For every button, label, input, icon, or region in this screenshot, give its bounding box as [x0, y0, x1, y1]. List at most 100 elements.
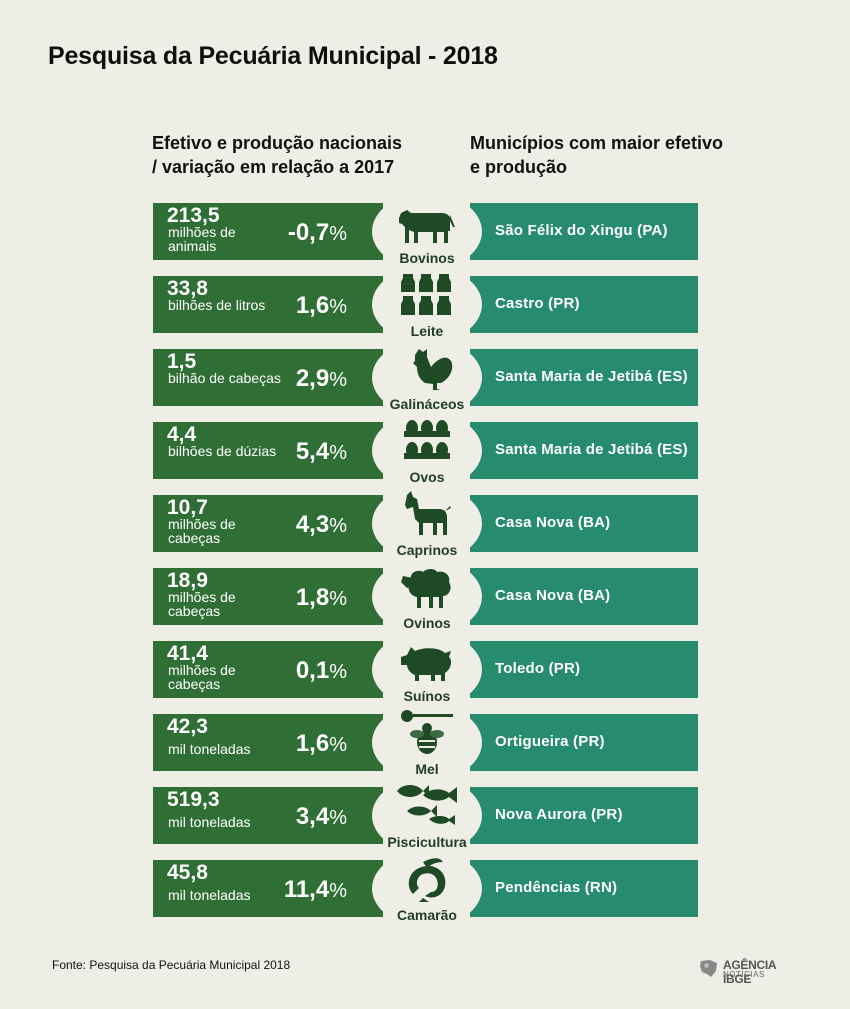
page-title: Pesquisa da Pecuária Municipal - 2018 [48, 42, 498, 70]
national-value: 41,4 [167, 642, 208, 665]
national-value: 33,8 [167, 277, 208, 300]
municipality-name: Santa Maria de Jetibá (ES) [495, 441, 688, 458]
value-unit: mil toneladas [168, 741, 251, 757]
percent-sign: % [329, 588, 347, 610]
icon-circle [372, 485, 482, 562]
category-label: Mel [415, 761, 439, 777]
percent-sign: % [329, 661, 347, 683]
municipality-box: Santa Maria de Jetibá (ES) [470, 349, 698, 406]
table-row: 213,5 milhões de animais -0,7% São Félix… [0, 193, 850, 275]
table-row: 519,3 mil toneladas 3,4% Nova Aurora (PR… [0, 777, 850, 859]
variation-percent: 2,9% [296, 365, 347, 393]
variation-value: 1,6 [295, 730, 330, 757]
national-value: 213,5 [167, 204, 220, 227]
bee-icon [393, 708, 461, 756]
municipality-box: Casa Nova (BA) [470, 495, 698, 552]
table-row: 41,4 milhões de cabeças 0,1% Toledo (PR)… [0, 631, 850, 713]
value-unit: milhões de cabeças [168, 662, 236, 692]
municipality-name: Nova Aurora (PR) [495, 806, 623, 823]
municipality-box: Casa Nova (BA) [470, 568, 698, 625]
national-value: 42,3 [167, 715, 208, 738]
national-value: 45,8 [167, 861, 208, 884]
national-stats-box: 4,4 bilhões de dúzias 5,4% [153, 422, 383, 479]
municipality-name: Casa Nova (BA) [495, 514, 611, 531]
agencia-ibge-logo: AGÊNCIA IBGE NOTÍCIAS [698, 956, 798, 986]
municipality-box: Toledo (PR) [470, 641, 698, 698]
variation-percent: 4,3% [296, 511, 347, 539]
variation-value: 1,6 [295, 292, 330, 319]
municipality-box: Castro (PR) [470, 276, 698, 333]
percent-sign: % [329, 369, 347, 391]
municipality-name: Santa Maria de Jetibá (ES) [495, 368, 688, 385]
percent-sign: % [329, 515, 347, 537]
value-unit: milhões de cabeças [168, 589, 236, 619]
category-label: Piscicultura [387, 834, 467, 850]
national-value: 10,7 [167, 496, 208, 519]
percent-sign: % [329, 223, 347, 245]
goat-icon [393, 489, 461, 537]
category-label: Ovos [409, 469, 445, 485]
municipality-name: Ortigueira (PR) [495, 733, 605, 750]
variation-percent: -0,7% [288, 219, 347, 247]
value-unit: bilhões de litros [168, 297, 266, 313]
percent-sign: % [329, 442, 347, 464]
rooster-icon [393, 343, 461, 391]
variation-percent: 1,8% [296, 584, 347, 612]
column-header-national: Efetivo e produção nacionais / variação … [152, 133, 403, 177]
category-label: Ovinos [403, 615, 451, 631]
column-header-municipalities: Municípios com maior efetivo e produção [470, 133, 724, 177]
variation-percent: 1,6% [296, 292, 347, 320]
municipality-box: São Félix do Xingu (PA) [470, 203, 698, 260]
fish-icon [393, 781, 461, 829]
variation-value: 3,4 [295, 803, 330, 830]
national-stats-box: 45,8 mil toneladas 11,4% [153, 860, 383, 917]
national-stats-box: 42,3 mil toneladas 1,6% [153, 714, 383, 771]
variation-value: 2,9 [295, 365, 330, 392]
national-stats-box: 18,9 milhões de cabeças 1,8% [153, 568, 383, 625]
percent-sign: % [329, 880, 347, 902]
sheep-icon [393, 562, 461, 610]
table-row: 4,4 bilhões de dúzias 5,4% Santa Maria d… [0, 412, 850, 494]
municipality-name: São Félix do Xingu (PA) [495, 222, 668, 239]
milk-icon [393, 270, 461, 318]
percent-sign: % [329, 734, 347, 756]
variation-percent: 5,4% [296, 438, 347, 466]
national-value: 18,9 [167, 569, 208, 592]
category-label: Camarão [397, 907, 457, 923]
variation-percent: 0,1% [296, 657, 347, 685]
variation-value: 0,1 [295, 657, 330, 684]
municipality-box: Pendências (RN) [470, 860, 698, 917]
variation-percent: 1,6% [296, 730, 347, 758]
category-label: Caprinos [396, 542, 458, 558]
national-value: 1,5 [167, 350, 197, 373]
value-unit: bilhão de cabeças [168, 370, 281, 386]
category-label: Leite [410, 323, 444, 339]
national-stats-box: 33,8 bilhões de litros 1,6% [153, 276, 383, 333]
category-label: Galináceos [389, 396, 465, 412]
table-row: 18,9 milhões de cabeças 1,8% Casa Nova (… [0, 558, 850, 640]
shrimp-icon [393, 854, 461, 902]
variation-value: 1,8 [295, 584, 330, 611]
national-stats-box: 41,4 milhões de cabeças 0,1% [153, 641, 383, 698]
percent-sign: % [329, 296, 347, 318]
municipality-name: Pendências (RN) [495, 879, 618, 896]
table-row: 42,3 mil toneladas 1,6% Ortigueira (PR) … [0, 704, 850, 786]
table-row: 1,5 bilhão de cabeças 2,9% Santa Maria d… [0, 339, 850, 421]
national-stats-box: 1,5 bilhão de cabeças 2,9% [153, 349, 383, 406]
municipality-name: Toledo (PR) [495, 660, 581, 677]
logo-sub-text: NOTÍCIAS [723, 970, 765, 979]
value-unit: milhões de animais [168, 224, 236, 254]
variation-value: 5,4 [295, 438, 330, 465]
value-unit: mil toneladas [168, 814, 251, 830]
variation-value: 11,4 [283, 876, 330, 903]
cow-icon [393, 197, 461, 245]
municipality-name: Castro (PR) [495, 295, 580, 312]
category-label: Suínos [403, 688, 451, 704]
logo-brand-text: AGÊNCIA IBGE [723, 958, 776, 986]
municipality-box: Nova Aurora (PR) [470, 787, 698, 844]
municipality-box: Santa Maria de Jetibá (ES) [470, 422, 698, 479]
value-unit: bilhões de dúzias [168, 443, 277, 459]
pig-icon [393, 635, 461, 683]
variation-value: -0,7 [287, 219, 330, 246]
value-unit: mil toneladas [168, 887, 251, 903]
